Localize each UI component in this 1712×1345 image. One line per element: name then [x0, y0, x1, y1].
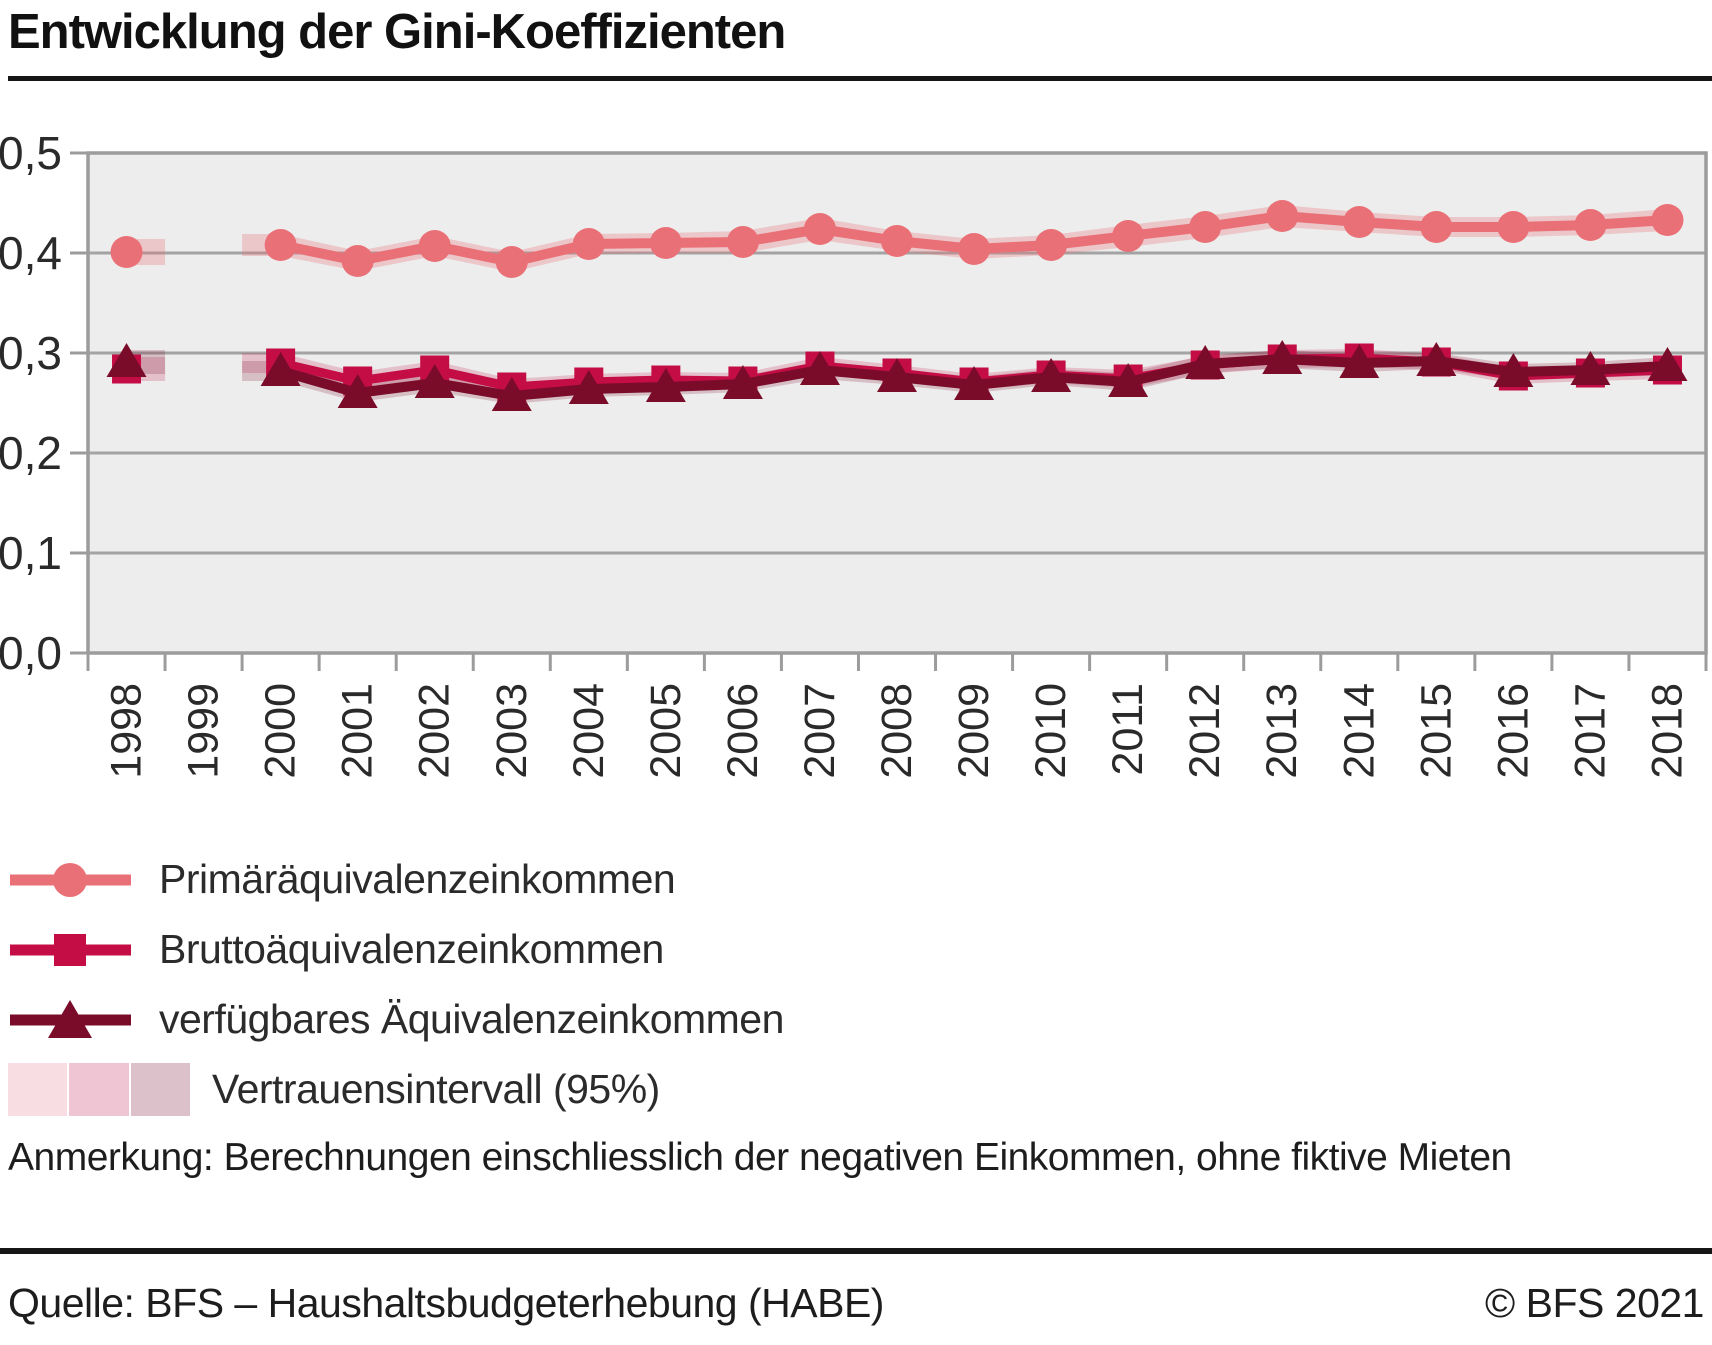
triangle-marker-2016: [1493, 352, 1534, 387]
triangle-marker-2009: [954, 365, 995, 400]
x-axis-label: 2012: [1181, 683, 1229, 779]
ci-swatch-dark: [130, 1063, 190, 1117]
circle-marker-2005: [649, 226, 682, 259]
chart-note: Anmerkung: Berechnungen einschliesslich …: [8, 1135, 1512, 1179]
legend-item-bruttoaequivalenzeinkommen: Bruttoäquivalenzeinkommen: [8, 926, 1712, 974]
x-axis-label: 1998: [103, 683, 151, 779]
triangle-marker-2008: [877, 357, 917, 392]
triangle-series-marker-icon: [10, 999, 131, 1038]
circle-marker-2016: [1497, 210, 1530, 243]
triangle-marker-2013: [1262, 339, 1303, 374]
circle-marker-2010: [1035, 228, 1068, 261]
circle-marker-2017: [1574, 208, 1607, 241]
y-axis-label: 0,2: [0, 427, 62, 479]
confidence-interval-swatches-icon: [8, 1063, 192, 1117]
circle-marker-2003: [495, 245, 528, 278]
triangle-marker-2004: [568, 369, 609, 404]
x-axis-label: 2008: [873, 683, 921, 779]
circle-marker-2011: [1112, 219, 1145, 252]
x-axis-label: 2017: [1566, 683, 1614, 779]
x-axis-label: 2014: [1335, 683, 1383, 779]
x-axis-label: 2010: [1027, 683, 1075, 779]
legend-label: Vertrauensintervall (95%): [212, 1066, 660, 1113]
x-axis-label: 2005: [642, 683, 690, 779]
x-axis-label: 1999: [180, 683, 228, 779]
triangle-marker-2005: [645, 367, 686, 402]
legend-label: verfügbares Äquivalenzeinkommen: [159, 996, 784, 1043]
y-axis-label: 0,5: [0, 127, 62, 179]
x-axis-label: 2000: [257, 683, 305, 779]
x-axis-label: 2013: [1258, 683, 1306, 779]
circle-series-marker-icon: [10, 862, 131, 897]
legend-label: Primäräquivalenzeinkommen: [159, 856, 676, 903]
circle-marker-2007: [803, 212, 836, 245]
triangle-marker-2011: [1108, 362, 1149, 397]
ci-swatch-medium: [69, 1063, 129, 1117]
circle-marker-2013: [1266, 199, 1299, 232]
triangle-marker-2017: [1570, 350, 1611, 385]
legend-marker-shape: [54, 933, 86, 966]
x-axis-label: 2002: [411, 683, 459, 779]
footer-row: Quelle: BFS – Haushaltsbudgeterhebung (H…: [0, 1254, 1712, 1345]
triangle-marker-2014: [1339, 343, 1380, 378]
x-axis-label: 2004: [565, 683, 613, 779]
x-axis-label: 2018: [1643, 683, 1691, 779]
legend-marker-shape: [53, 862, 87, 897]
circle-marker-1998: [110, 235, 143, 268]
plot-border: [86, 151, 1708, 655]
source-text: Quelle: BFS – Haushaltsbudgeterhebung (H…: [8, 1280, 884, 1326]
page-title: Entwicklung der Gini-Koeffizienten: [8, 5, 786, 59]
circle-marker-2004: [572, 227, 605, 260]
triangle-marker-2012: [1185, 344, 1226, 379]
triangle-marker-2000: [260, 351, 301, 386]
x-axis-label: 2009: [950, 683, 998, 779]
legend-item-vertrauensintervall: Vertrauensintervall (95%): [8, 1063, 1712, 1117]
triangle-marker-2010: [1031, 357, 1072, 392]
copyright-text: © BFS 2021: [1485, 1280, 1704, 1326]
ci-swatch-light: [8, 1063, 68, 1117]
report-footer: Quelle: BFS – Haushaltsbudgeterhebung (H…: [0, 1248, 1712, 1345]
circle-marker-2000: [264, 228, 297, 261]
y-axis-label: 0,3: [0, 327, 62, 379]
x-axis-label: 2003: [488, 683, 536, 779]
circle-marker-2002: [418, 229, 451, 262]
x-axis-label: 2015: [1412, 683, 1460, 779]
x-axis-label: 2016: [1489, 683, 1537, 779]
triangle-marker-2007: [799, 350, 840, 385]
legend-label: Bruttoäquivalenzeinkommen: [159, 926, 664, 973]
circle-marker-2001: [341, 244, 374, 277]
x-axis-label: 2011: [1104, 683, 1152, 775]
triangle-marker-2006: [722, 364, 763, 399]
triangle-marker-2003: [491, 376, 532, 411]
legend-item-primaeraequivalenzeinkommen: Primäräquivalenzeinkommen: [8, 856, 1712, 904]
circle-marker-2006: [726, 225, 759, 258]
title-divider: [8, 75, 1712, 81]
triangle-marker-2018: [1647, 346, 1688, 381]
circle-marker-2018: [1651, 203, 1684, 236]
circle-marker-2015: [1420, 210, 1453, 243]
circle-marker-2009: [958, 232, 991, 265]
square-series-marker-icon: [10, 933, 131, 966]
y-axis-label: 0,4: [0, 227, 62, 279]
footer-divider: [0, 1248, 1712, 1254]
triangle-marker-2015: [1416, 341, 1457, 376]
y-axis-label: 0,0: [0, 627, 62, 679]
legend-item-verfuegbares-aequivalenzeinkommen: verfügbares Äquivalenzeinkommen: [8, 996, 1712, 1044]
legend-marker-shape: [48, 999, 92, 1038]
y-axis-label: 0,1: [0, 527, 62, 579]
chart-legend: Primäräquivalenzeinkommen Bruttoäquivale…: [0, 856, 1712, 1117]
circle-marker-2008: [881, 224, 913, 257]
report-header: Entwicklung der Gini-Koeffizienten: [0, 0, 1712, 81]
triangle-marker-1998: [106, 342, 147, 377]
triangle-marker-2001: [337, 373, 378, 408]
x-axis-label: 2007: [796, 683, 844, 779]
x-axis-label: 2001: [334, 683, 382, 779]
gini-line-chart: 0,0 0,1 0,2 0,3 0,4 0,5 1998 1999 2000 2001 2002 20…: [0, 127, 1708, 779]
triangle-marker-2002: [414, 363, 455, 398]
circle-marker-2014: [1343, 205, 1376, 238]
x-axis-label: 2006: [719, 683, 767, 779]
circle-marker-2012: [1189, 210, 1222, 243]
